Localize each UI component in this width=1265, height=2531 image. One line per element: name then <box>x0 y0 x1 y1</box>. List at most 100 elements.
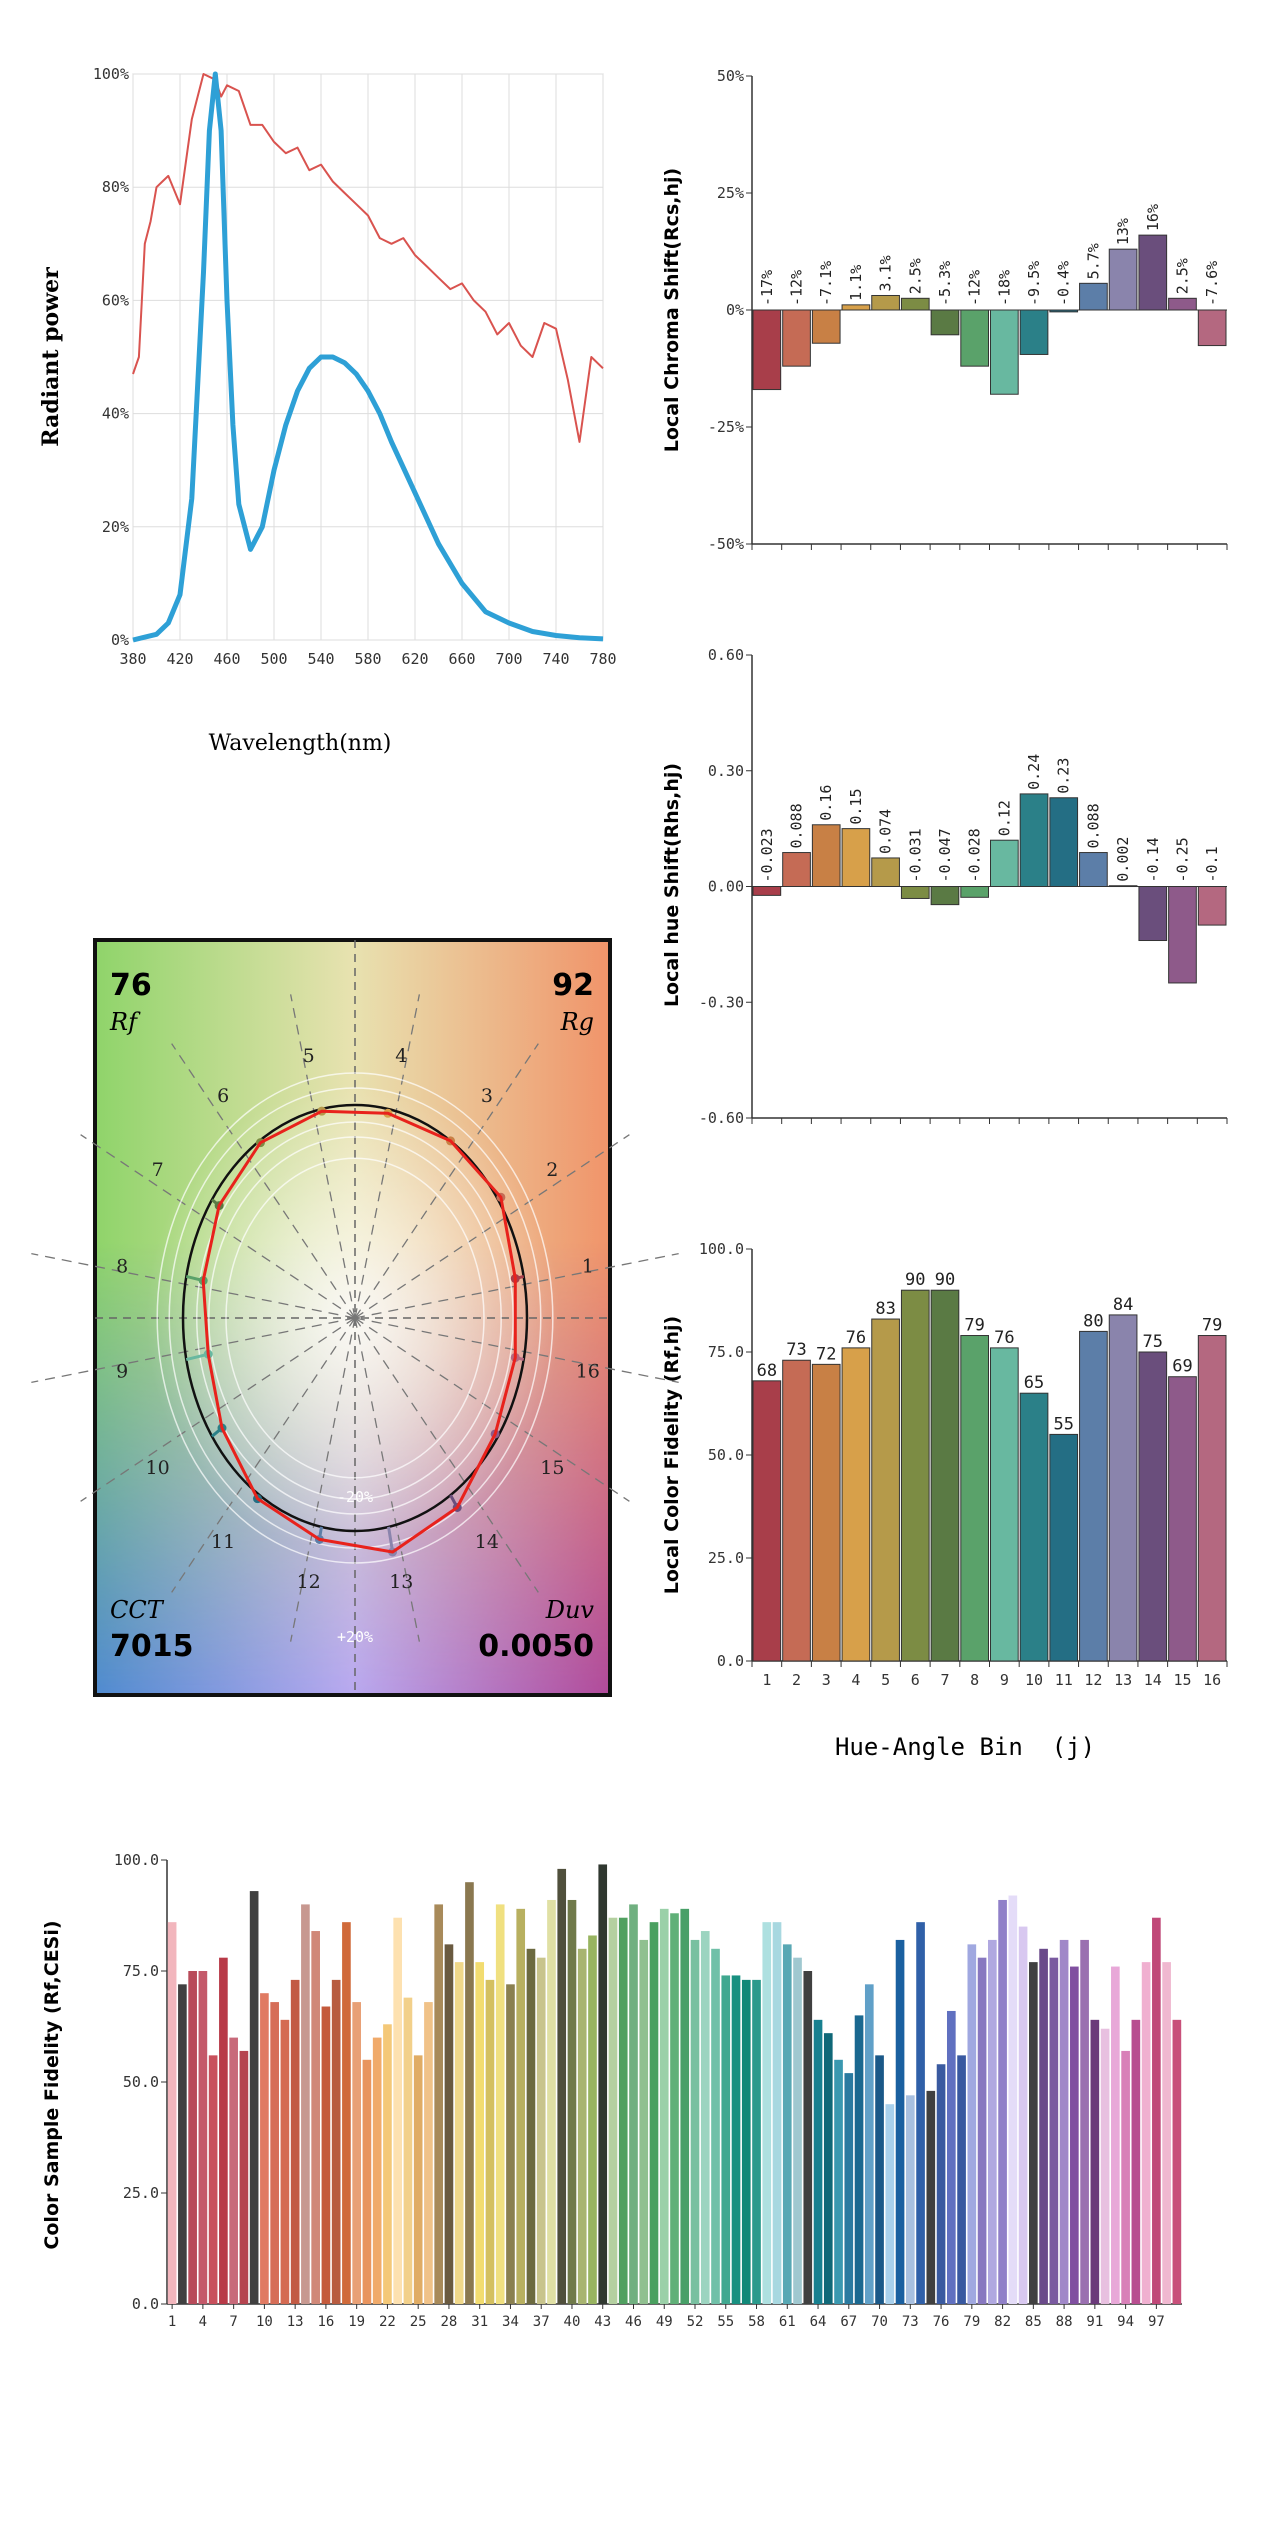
hue-ytick-label: 0.00 <box>708 878 744 896</box>
rg-value: 92 <box>552 968 594 1003</box>
lfid-ytick-label: 100.0 <box>699 1240 744 1258</box>
sample-fidelity-bar <box>639 1940 648 2304</box>
cct-value: 7015 <box>110 1629 194 1664</box>
sample-fidelity-bar <box>824 2033 833 2304</box>
spectrum-xtick: 740 <box>542 650 569 668</box>
lfid-data-label: 76 <box>994 1328 1014 1348</box>
chroma-data-label: 1.1% <box>847 265 865 301</box>
sample-fidelity-bar <box>445 1944 454 2304</box>
sample-fidelity-bar <box>1039 1949 1048 2304</box>
sample-fidelity-bar <box>752 1980 761 2304</box>
hue-ytick-label: 0.30 <box>708 762 744 780</box>
sample-fidelity-bar <box>209 2055 218 2304</box>
sample-fidelity-bar <box>814 2020 823 2304</box>
sample-fidelity-bar <box>742 1980 751 2304</box>
chroma-data-label: -7.6% <box>1203 261 1221 306</box>
sample-fidelity-bar <box>311 1931 320 2304</box>
spectrum-ytick: 80% <box>102 178 129 196</box>
sample-fidelity-bar <box>947 2011 956 2304</box>
sample-fidelity-xtick-label: 70 <box>871 2314 888 2330</box>
hue-ytick-label: -0.60 <box>699 1109 744 1127</box>
sample-fidelity-bar <box>527 1949 536 2304</box>
vector-bin-number: 2 <box>546 1159 558 1181</box>
sample-fidelity-bar <box>188 1971 197 2304</box>
hue-data-label: -0.14 <box>1144 837 1162 882</box>
lfid-bar <box>961 1336 989 1661</box>
chroma-ytick-label: -25% <box>708 418 744 436</box>
hue-bar <box>1109 886 1137 887</box>
sample-fidelity-bar <box>1162 1962 1171 2304</box>
sample-fidelity-xtick-label: 88 <box>1056 2314 1073 2330</box>
hue-data-label: -0.047 <box>936 828 954 882</box>
sample-fidelity-bar <box>650 1922 659 2304</box>
sample-fidelity-bar <box>1080 1940 1089 2304</box>
vector-bin-number: 1 <box>582 1256 594 1278</box>
sample-fidelity-bar <box>1070 1967 1079 2304</box>
lfid-bar <box>991 1348 1019 1661</box>
sample-fidelity-bar <box>896 1940 905 2304</box>
hue-bar <box>783 853 811 887</box>
sample-fidelity-bar <box>1152 1918 1161 2304</box>
lfid-bar <box>901 1290 929 1661</box>
lfid-xtick-label: 16 <box>1203 1671 1221 1689</box>
sample-fidelity-bar <box>1173 2020 1182 2304</box>
sample-fidelity-bar <box>701 1931 710 2304</box>
lfid-data-label: 69 <box>1172 1357 1192 1377</box>
local-fidelity-ylabel: Local Color Fidelity (Rf,hj) <box>661 1316 683 1595</box>
sample-fidelity-bar <box>721 1975 730 2304</box>
chroma-bar <box>901 298 929 310</box>
hue-data-label: -0.023 <box>758 828 776 882</box>
chroma-data-label: -7.1% <box>817 261 835 306</box>
sample-fidelity-bar <box>885 2104 894 2304</box>
lfid-xtick-label: 13 <box>1114 1671 1132 1689</box>
chroma-data-label: 2.5% <box>1173 258 1191 294</box>
sample-fidelity-bar <box>629 1904 638 2304</box>
spectrum-xtick: 540 <box>307 650 334 668</box>
chroma-data-label: 13% <box>1114 218 1132 245</box>
sample-fidelity-xtick-label: 91 <box>1086 2314 1103 2330</box>
hue-bar <box>931 887 959 905</box>
hue-data-label: -0.1 <box>1203 846 1221 882</box>
vector-bin-number: 5 <box>303 1045 315 1067</box>
sample-fidelity-bar <box>496 1904 505 2304</box>
sample-fidelity-ytick-label: 100.0 <box>114 1851 159 1869</box>
lfid-xtick-label: 3 <box>822 1671 831 1689</box>
sample-fidelity-bar <box>670 1913 679 2304</box>
sample-fidelity-bar <box>465 1882 474 2304</box>
sample-fidelity-xtick-label: 46 <box>625 2314 642 2330</box>
lfid-data-label: 55 <box>1053 1414 1073 1434</box>
sample-fidelity-bar <box>506 1984 515 2304</box>
chroma-bar <box>1109 249 1137 310</box>
sample-fidelity-xtick-label: 49 <box>656 2314 673 2330</box>
sample-fidelity-bar <box>168 1922 177 2304</box>
vector-bin-number: 7 <box>152 1159 164 1181</box>
hue-data-label: 0.23 <box>1055 758 1073 794</box>
lfid-xtick-label: 1 <box>762 1671 771 1689</box>
sample-fidelity-bar <box>773 1922 782 2304</box>
spectrum-ylabel: Radiant power <box>38 267 64 447</box>
sample-fidelity-xtick-label: 34 <box>502 2314 519 2330</box>
sample-fidelity-ytick-label: 25.0 <box>123 2184 159 2202</box>
spectrum-xtick: 780 <box>589 650 616 668</box>
sample-fidelity-bar <box>434 1904 443 2304</box>
sample-fidelity-xtick-label: 79 <box>963 2314 980 2330</box>
sample-fidelity-xtick-label: 85 <box>1025 2314 1042 2330</box>
lfid-ytick-label: 0.0 <box>717 1652 744 1670</box>
lfid-data-label: 76 <box>846 1328 866 1348</box>
lfid-bar <box>1020 1393 1048 1661</box>
lfid-data-label: 73 <box>786 1340 806 1360</box>
sample-fidelity-bar <box>937 2064 946 2304</box>
chroma-data-label: -0.4% <box>1055 261 1073 306</box>
lfid-data-label: 90 <box>935 1270 955 1290</box>
spectrum-xtick: 420 <box>166 650 193 668</box>
sample-fidelity-bar <box>762 1922 771 2304</box>
sample-fidelity-xtick-label: 25 <box>410 2314 427 2330</box>
chroma-data-label: -17% <box>758 270 776 306</box>
sample-fidelity-bar <box>270 2002 279 2304</box>
spectrum-xtick: 700 <box>495 650 522 668</box>
lfid-bar <box>1139 1352 1167 1661</box>
sample-fidelity-bar <box>537 1958 546 2304</box>
